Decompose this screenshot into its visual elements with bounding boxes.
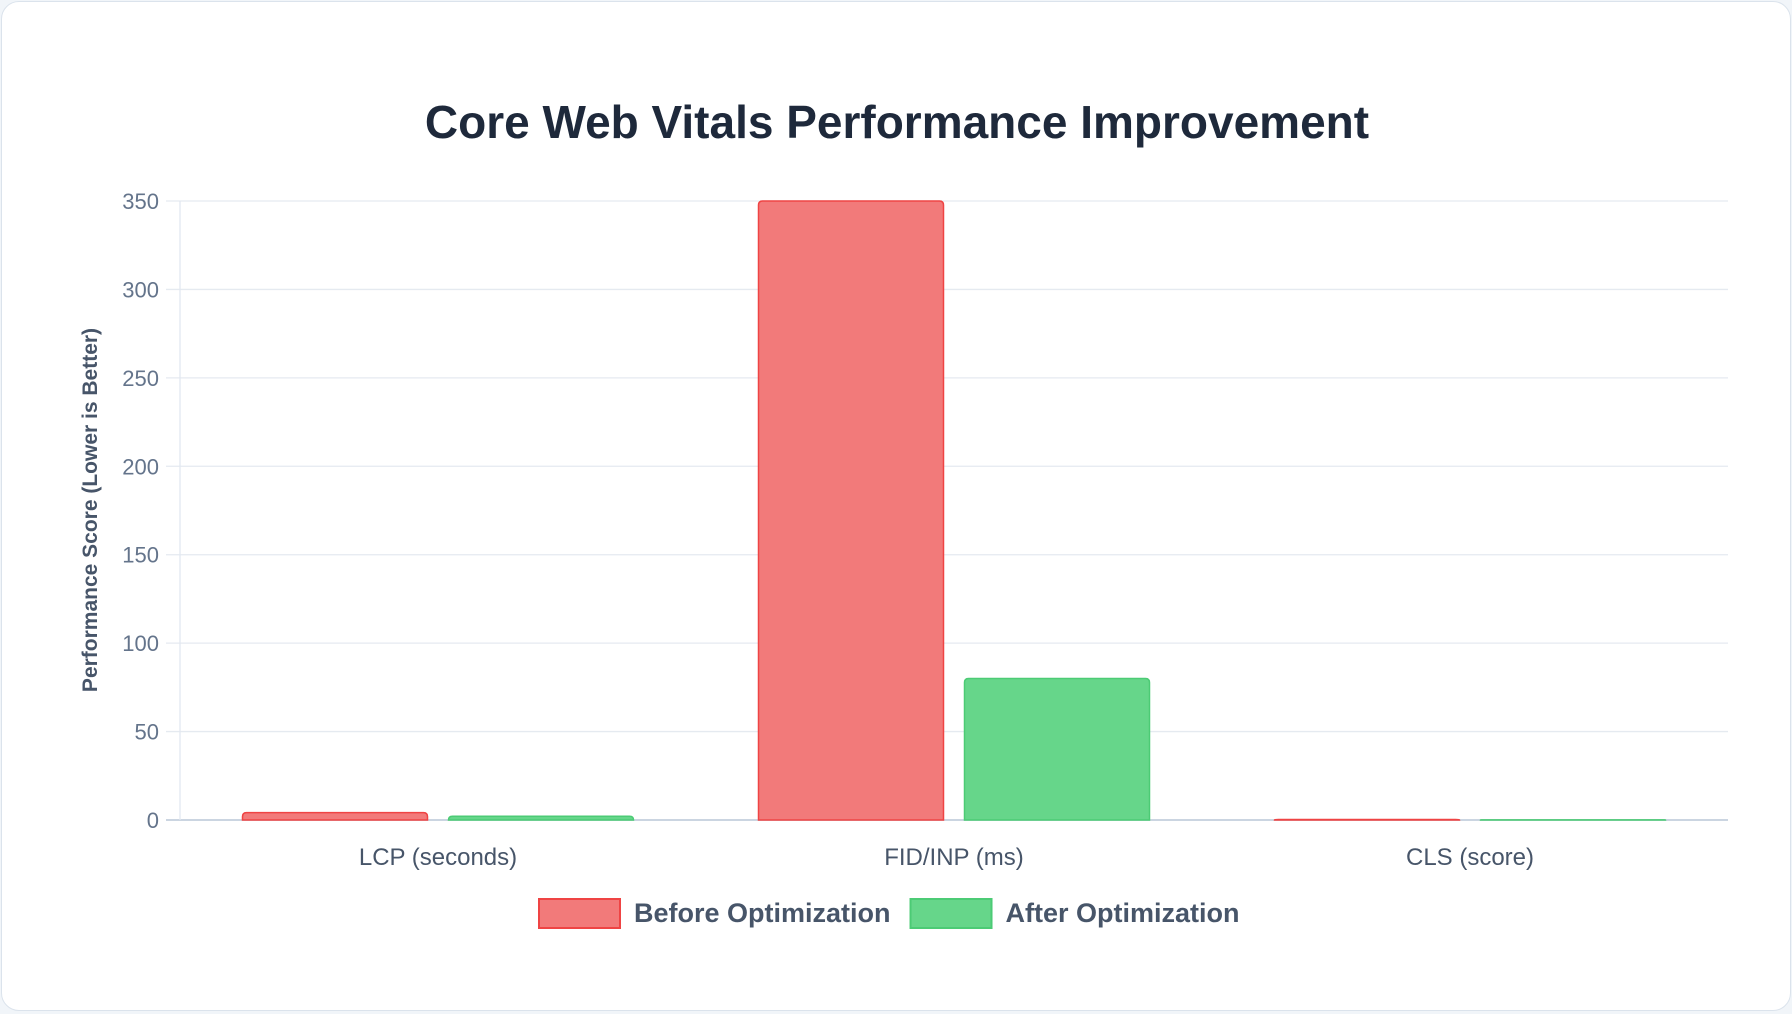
x-tick-label: CLS (score) bbox=[1406, 844, 1534, 871]
y-tick-label: 100 bbox=[122, 631, 159, 656]
y-tick-label: 50 bbox=[135, 720, 159, 745]
bar bbox=[243, 813, 428, 820]
x-tick-label: FID/INP (ms) bbox=[884, 844, 1024, 871]
y-tick-label: 300 bbox=[122, 277, 159, 302]
x-tick-label: LCP (seconds) bbox=[359, 844, 517, 871]
bar bbox=[759, 201, 944, 820]
legend-label: Before Optimization bbox=[634, 898, 891, 928]
y-tick-label: 350 bbox=[122, 189, 159, 214]
y-tick-label: 200 bbox=[122, 454, 159, 479]
chart-title: Core Web Vitals Performance Improvement bbox=[425, 96, 1369, 148]
bar bbox=[965, 679, 1150, 820]
y-tick-label: 0 bbox=[147, 808, 159, 833]
bar bbox=[449, 816, 634, 820]
y-tick-label: 250 bbox=[122, 366, 159, 391]
y-tick-label: 150 bbox=[122, 543, 159, 568]
legend-swatch bbox=[911, 899, 992, 928]
y-axis-title: Performance Score (Lower is Better) bbox=[79, 328, 102, 692]
legend-label: After Optimization bbox=[1006, 898, 1240, 928]
legend-swatch bbox=[539, 899, 620, 928]
